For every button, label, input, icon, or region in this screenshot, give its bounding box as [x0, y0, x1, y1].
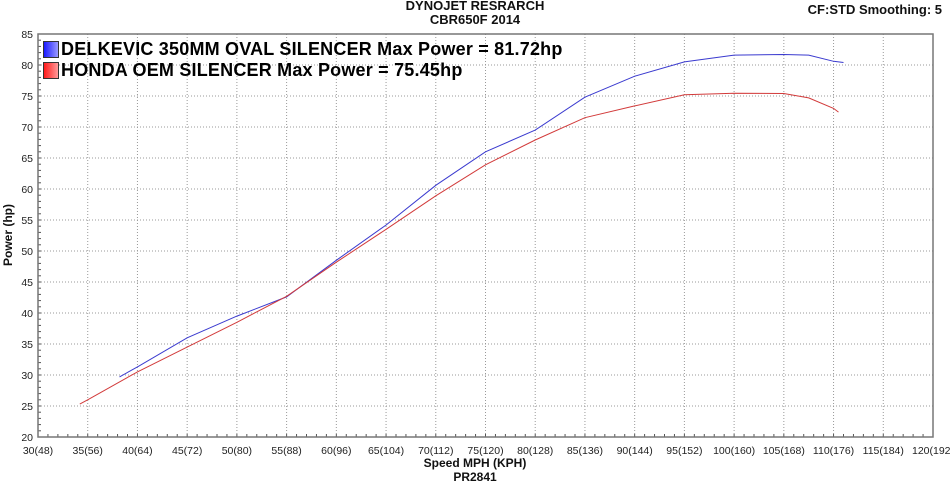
- x-tick-label: 30(48): [23, 445, 53, 457]
- y-tick-label: 80: [21, 60, 33, 72]
- legend: DELKEVIC 350MM OVAL SILENCER Max Power =…: [43, 39, 563, 81]
- legend-label: HONDA OEM SILENCER Max Power = 75.45hp: [61, 60, 463, 80]
- series-line-0: [119, 53, 844, 378]
- y-tick-label: 35: [21, 339, 33, 351]
- y-tick-label: 75: [21, 91, 33, 103]
- chart-subtitle: CBR650F 2014: [429, 12, 521, 27]
- plot-frame: [37, 33, 934, 438]
- y-tick-label: 25: [21, 401, 33, 413]
- y-tick-label: 70: [21, 122, 33, 134]
- x-tick-label: 35(56): [73, 445, 103, 457]
- x-tick-label: 75(120): [467, 445, 503, 457]
- y-tick-label: 20: [21, 432, 33, 444]
- x-tick-label: 40(64): [122, 445, 152, 457]
- legend-label: DELKEVIC 350MM OVAL SILENCER Max Power =…: [61, 39, 563, 59]
- legend-item-delkevic: DELKEVIC 350MM OVAL SILENCER Max Power =…: [43, 39, 563, 60]
- x-tick-label: 60(96): [321, 445, 351, 457]
- chart-title: DYNOJET RESRARCH: [405, 0, 545, 13]
- x-tick-label: 85(136): [567, 445, 603, 457]
- y-tick-label: 85: [21, 29, 33, 41]
- y-tick-label: 40: [21, 308, 33, 320]
- x-tick-label: 110(176): [813, 445, 854, 457]
- x-tick-label: 70(112): [418, 445, 453, 457]
- y-tick-label: 65: [21, 153, 33, 165]
- x-axis-label: Speed MPH (KPH): [423, 456, 527, 470]
- legend-swatch-blue: [43, 41, 59, 58]
- x-tick-label: 50(80): [222, 445, 252, 457]
- x-tick-label: 115(184): [863, 445, 904, 457]
- x-tick-label: 65(104): [368, 445, 404, 457]
- y-tick-label: 30: [21, 370, 33, 382]
- x-tick-label: 100(160): [713, 445, 755, 457]
- legend-swatch-red: [43, 62, 59, 79]
- x-tick-label: 55(88): [271, 445, 301, 457]
- legend-item-honda: HONDA OEM SILENCER Max Power = 75.45hp: [43, 60, 563, 81]
- y-tick-label: 45: [21, 277, 33, 289]
- x-tick-label: 95(152): [666, 445, 702, 457]
- x-tick-label: 90(144): [617, 445, 653, 457]
- y-tick-label: 55: [21, 215, 33, 227]
- x-tick-label: 45(72): [172, 445, 202, 457]
- y-tick-label: 60: [21, 184, 33, 196]
- x-tick-label: 80(128): [517, 445, 553, 457]
- x-tick-label: 120(192): [912, 445, 950, 457]
- y-tick-label: 50: [21, 246, 33, 258]
- footer-code: PR2841: [453, 470, 497, 484]
- series-line-1: [79, 92, 839, 405]
- x-tick-label: 105(168): [763, 445, 805, 457]
- corner-note: CF:STD Smoothing: 5: [807, 2, 942, 17]
